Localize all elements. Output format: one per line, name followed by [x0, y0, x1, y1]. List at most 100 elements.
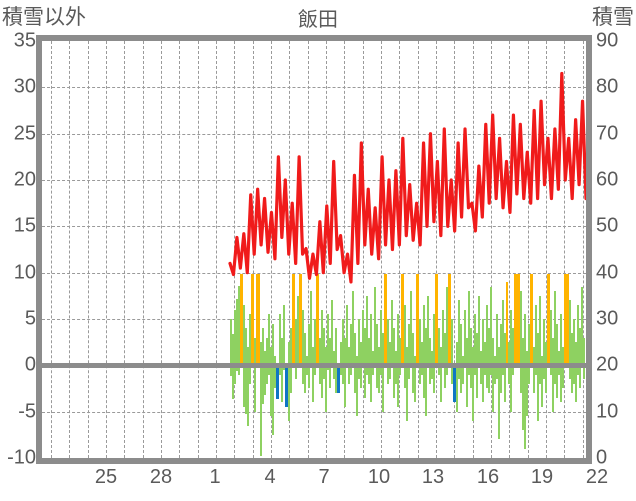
- x-axis-tick: 19: [530, 466, 554, 488]
- precip-bar-negative: [387, 365, 389, 384]
- precip-bar: [274, 356, 276, 366]
- precip-bar-negative: [290, 365, 292, 394]
- precip-bar: [254, 337, 256, 366]
- precip-bar: [344, 337, 346, 366]
- precip-bar: [408, 323, 410, 366]
- precip-bar: [451, 319, 453, 366]
- precip-bar: [234, 309, 236, 366]
- precip-bar-negative: [484, 365, 486, 375]
- gridline-vertical: [142, 41, 144, 458]
- x-axis-tick: 1: [209, 466, 221, 488]
- precip-bar: [506, 281, 508, 366]
- x-axis-tick: 4: [264, 466, 276, 488]
- precip-bar-negative: [425, 365, 427, 417]
- precip-bar: [427, 295, 429, 366]
- precip-bar-negative: [414, 365, 416, 403]
- precip-bar-negative: [504, 365, 506, 403]
- precip-bar-negative: [512, 365, 514, 375]
- precip-bar-negative: [323, 365, 325, 380]
- precip-bar-negative: [462, 365, 464, 384]
- precip-bar: [494, 356, 496, 366]
- precip-bar: [321, 309, 323, 366]
- precip-bar: [474, 314, 476, 366]
- precip-bar-negative: [470, 365, 472, 389]
- precip-bar: [512, 328, 514, 366]
- precip-bar: [290, 328, 292, 366]
- precip-bar: [366, 295, 368, 366]
- precip-bar-negative: [306, 365, 308, 375]
- precip-bar: [476, 332, 478, 366]
- precip-bar-negative: [274, 365, 276, 389]
- precip-bar: [256, 273, 260, 366]
- gridline-vertical: [51, 41, 52, 458]
- precip-bar: [581, 286, 583, 366]
- precip-bar: [384, 273, 387, 366]
- y-axis-tick-left: 15: [13, 214, 36, 237]
- precip-bar: [543, 319, 545, 366]
- precip-bar: [464, 309, 466, 366]
- precip-bar: [500, 323, 502, 366]
- gridline-vertical: [161, 41, 162, 458]
- precip-bar-negative: [312, 365, 314, 403]
- y-axis-tick-right: 60: [596, 168, 619, 191]
- precip-bar: [539, 295, 541, 366]
- precip-bar-negative: [524, 365, 526, 449]
- precip-bar-negative: [579, 365, 581, 389]
- precip-bar: [514, 273, 520, 366]
- precip-bar: [340, 342, 342, 366]
- precip-bar-negative: [247, 365, 249, 426]
- precip-bar: [335, 328, 337, 366]
- y-axis-tick-right: 50: [596, 214, 619, 237]
- precip-bar: [486, 305, 488, 366]
- precip-bar-negative: [325, 365, 327, 412]
- precip-bar: [429, 337, 431, 366]
- precip-bar: [556, 323, 558, 366]
- precip-bar: [230, 319, 232, 366]
- precip-bar-negative: [526, 365, 528, 417]
- precip-bar: [329, 337, 331, 366]
- precip-bar: [314, 319, 316, 366]
- precip-bar: [558, 351, 560, 366]
- precip-bar-negative: [378, 365, 380, 394]
- precip-bar: [510, 309, 512, 366]
- precip-bar-negative: [368, 365, 370, 384]
- precip-bar: [376, 323, 378, 366]
- precip-bar-negative: [552, 365, 554, 412]
- precip-bar: [362, 309, 364, 366]
- precip-bar: [380, 309, 382, 366]
- right-axis-title: 積雪: [592, 6, 634, 29]
- precip-bar-negative: [408, 365, 410, 380]
- precip-bar-negative: [541, 365, 543, 408]
- precip-bar: [325, 346, 327, 366]
- precip-bar-negative: [270, 365, 272, 417]
- precip-bar-negative: [254, 365, 256, 412]
- precip-bar-negative: [238, 365, 240, 375]
- precip-bar: [480, 351, 482, 366]
- y-axis-tick-right: 20: [596, 353, 619, 376]
- precip-bar: [528, 323, 530, 366]
- precip-bar-negative: [279, 365, 281, 375]
- precip-bar-negative: [288, 365, 290, 421]
- gridline-vertical: [87, 41, 89, 458]
- precip-bar-negative: [494, 365, 496, 384]
- precip-bar-negative: [456, 365, 458, 412]
- precip-bar: [502, 300, 504, 366]
- precip-bar: [243, 305, 245, 366]
- precip-bar-negative: [268, 365, 270, 375]
- precip-bar: [533, 346, 535, 366]
- precip-bar-negative: [433, 365, 435, 394]
- precip-bar-negative: [522, 365, 524, 431]
- precip-bar-negative: [502, 365, 504, 375]
- precip-bar: [404, 305, 406, 366]
- precip-bar: [547, 273, 550, 366]
- precip-bar-negative: [245, 365, 247, 414]
- precip-bar-negative: [333, 365, 335, 380]
- precip-bar-negative: [577, 365, 579, 375]
- y-axis-tick-right: 40: [596, 261, 619, 284]
- precip-bar-negative: [382, 365, 384, 412]
- precip-bar: [535, 305, 537, 366]
- precip-bar-negative: [486, 365, 488, 389]
- precip-bar: [251, 273, 254, 366]
- precip-bar-negative: [260, 365, 262, 457]
